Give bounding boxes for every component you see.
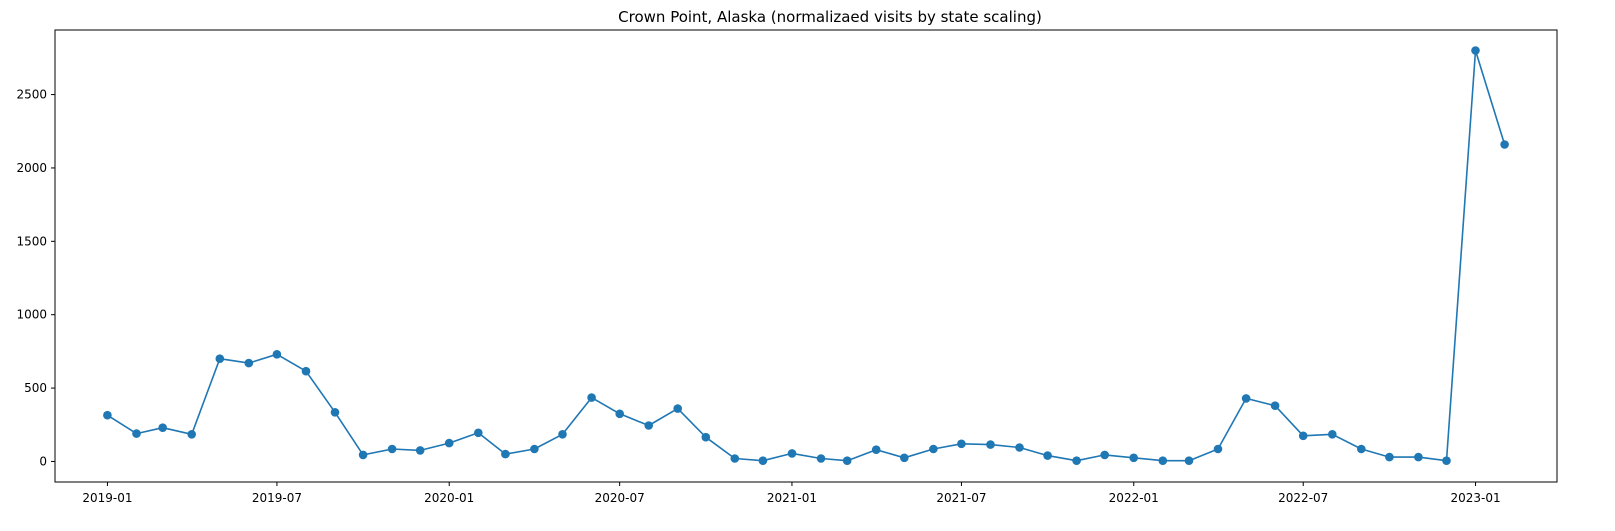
data-point bbox=[1270, 401, 1280, 411]
data-point bbox=[1158, 456, 1168, 466]
y-tick-label: 1500 bbox=[16, 234, 47, 248]
data-point bbox=[1072, 456, 1081, 466]
data-point bbox=[444, 438, 454, 448]
x-tick-label: 2019-07 bbox=[252, 491, 302, 505]
data-point bbox=[187, 430, 196, 439]
data-point bbox=[1100, 450, 1109, 460]
y-tick-label: 1000 bbox=[16, 308, 47, 322]
data-point bbox=[215, 354, 225, 364]
data-point bbox=[1328, 430, 1337, 439]
y-tick-label: 2500 bbox=[16, 88, 47, 102]
data-point bbox=[474, 428, 483, 438]
data-point bbox=[1241, 394, 1251, 403]
data-point bbox=[787, 449, 797, 458]
data-point bbox=[558, 430, 567, 439]
data-point bbox=[158, 423, 167, 433]
data-point bbox=[587, 393, 596, 402]
data-point bbox=[1015, 443, 1024, 452]
x-tick-label: 2020-01 bbox=[424, 491, 474, 505]
x-tick-label: 2022-01 bbox=[1109, 491, 1159, 505]
data-point bbox=[501, 449, 510, 459]
data-point bbox=[1385, 452, 1394, 462]
data-point bbox=[644, 421, 653, 430]
data-point bbox=[330, 408, 340, 417]
data-point bbox=[244, 358, 254, 368]
data-point bbox=[1357, 444, 1366, 454]
data-point bbox=[673, 404, 682, 413]
data-point bbox=[1184, 456, 1194, 466]
data-point bbox=[842, 456, 852, 466]
plot-area: 2019-01 2019-07 2020-01 2020-07 2021-01 2021-… bbox=[16, 29, 1558, 505]
data-point bbox=[615, 409, 624, 419]
x-tick-label: 2023-01 bbox=[1450, 491, 1500, 505]
data-point bbox=[358, 450, 368, 460]
data-point bbox=[929, 444, 938, 454]
data-point bbox=[1213, 444, 1223, 454]
data-point bbox=[871, 445, 881, 455]
data-point bbox=[301, 366, 311, 376]
data-point bbox=[387, 444, 397, 454]
y-tick-label: 500 bbox=[24, 381, 47, 395]
data-point bbox=[758, 456, 768, 466]
data-point bbox=[1129, 453, 1138, 463]
data-point bbox=[701, 432, 711, 442]
data-point bbox=[1043, 451, 1052, 460]
series-line bbox=[106, 49, 1506, 462]
x-tick-label: 2021-07 bbox=[936, 491, 986, 505]
plot-frame bbox=[54, 29, 1558, 483]
data-point bbox=[816, 454, 826, 463]
data-point bbox=[103, 410, 112, 420]
data-point bbox=[1414, 452, 1423, 462]
y-tick-label: 2000 bbox=[16, 161, 47, 175]
x-tick-label: 2020-07 bbox=[595, 491, 645, 505]
x-tick-label: 2021-01 bbox=[767, 491, 817, 505]
data-point bbox=[1442, 456, 1451, 466]
data-point bbox=[1471, 46, 1480, 55]
data-point bbox=[986, 440, 995, 449]
data-point bbox=[415, 446, 425, 455]
y-tick-label: 0 bbox=[39, 454, 47, 468]
x-tick-label: 2019-01 bbox=[82, 491, 132, 505]
data-point bbox=[900, 453, 909, 463]
data-point bbox=[1500, 140, 1509, 149]
data-point bbox=[132, 429, 141, 438]
chart-title: Crown Point, Alaska (normalizaed visits … bbox=[618, 8, 1042, 26]
data-point bbox=[272, 350, 282, 359]
data-point bbox=[957, 439, 966, 449]
data-point bbox=[1298, 431, 1308, 441]
data-point bbox=[730, 454, 740, 463]
x-tick-label: 2022-07 bbox=[1278, 491, 1328, 505]
data-point bbox=[530, 444, 539, 454]
